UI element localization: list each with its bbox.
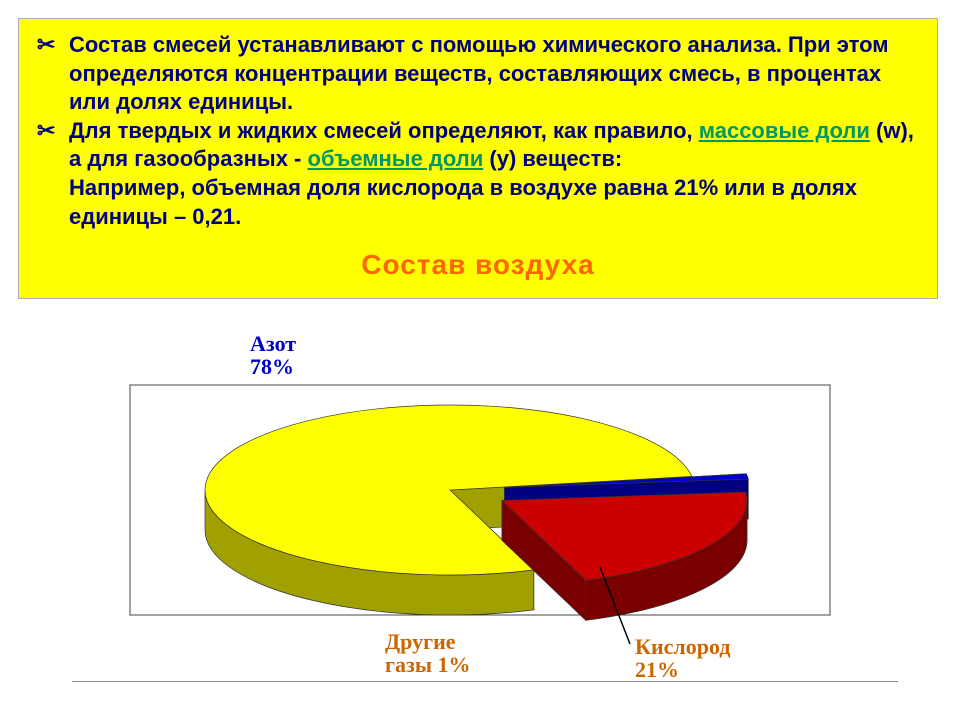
footer-rule: [72, 681, 898, 682]
air-composition-pie: [0, 0, 960, 720]
